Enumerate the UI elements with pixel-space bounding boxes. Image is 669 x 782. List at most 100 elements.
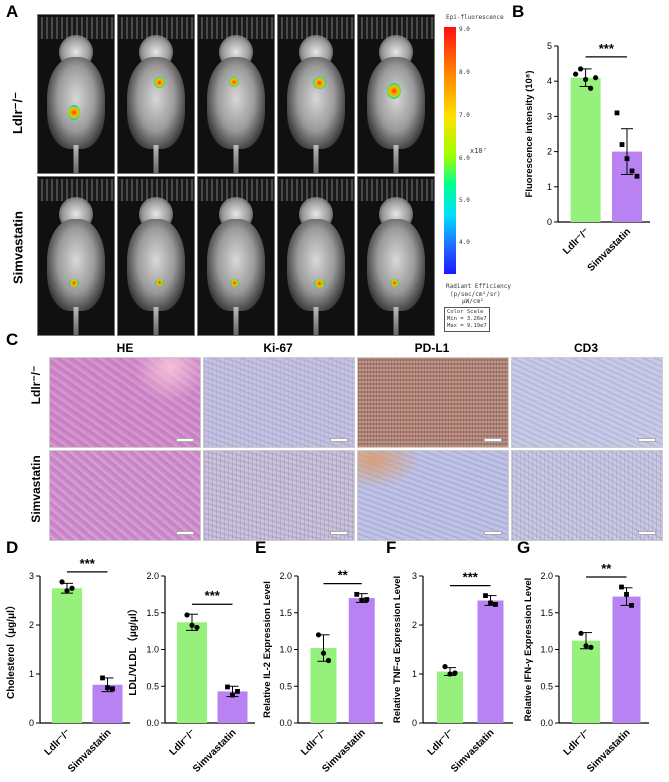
y-tick-label: 5: [547, 41, 552, 51]
x-tick-label: Simvastatin: [585, 727, 632, 774]
scale-bar: [484, 438, 502, 442]
imaging-rack: [358, 17, 434, 39]
color-scale-box: Color Scale Min = 3.26e7 Max = 9.19e7: [444, 307, 490, 332]
y-axis-label: Relative IFN-γ Expression Level: [523, 578, 534, 722]
y-axis-label: Relative TNF-α Expression Level: [392, 576, 403, 723]
mouse-body: [207, 57, 265, 149]
x-tick-label: Simvastatin: [586, 226, 633, 273]
panel-label-b: B: [512, 2, 525, 21]
imaging-rack: [278, 179, 354, 201]
data-point: [578, 66, 584, 72]
mouse-body: [367, 219, 425, 311]
significance-label: ***: [463, 570, 479, 585]
fluorescence-signal: [68, 105, 80, 120]
histology-image: [203, 450, 355, 541]
data-point: [583, 643, 589, 649]
data-point: [110, 686, 115, 692]
data-point: [320, 650, 327, 656]
imaging-rack: [198, 179, 274, 201]
colorbar-tick: 8.0: [459, 69, 470, 76]
mouse-body: [47, 57, 105, 149]
x-tick-label: Ldlr⁻/⁻: [426, 727, 457, 758]
mouse-image: [117, 14, 195, 174]
mouse-body: [367, 57, 425, 149]
y-tick-label: 1.0: [279, 645, 292, 655]
panel-label-c: C: [6, 330, 19, 349]
mouse-image: [357, 14, 435, 174]
fluorescence-signal: [387, 83, 401, 99]
panel-label-d: D: [6, 538, 19, 557]
colorbar-tick: 4.0: [459, 239, 470, 246]
fluorescence-signal: [154, 279, 164, 286]
significance-label: ***: [80, 556, 96, 571]
histology-image: [49, 357, 201, 448]
data-point: [325, 657, 332, 664]
y-tick-label: 0: [412, 718, 417, 728]
y-tick-label: 0.0: [146, 718, 159, 728]
data-point: [359, 597, 365, 603]
y-tick-label: 3: [412, 571, 417, 581]
data-point: [583, 76, 589, 83]
color-scale-title: Color Scale: [447, 309, 484, 315]
data-point: [69, 585, 75, 591]
colorbar-exponent: x10⁷: [470, 147, 487, 155]
chart-g-ifng: 0.0 0.5 1.0 1.5 2.0 Relative IFN-γ Expression…: [523, 561, 649, 775]
y-tick-label: 0.5: [146, 681, 159, 691]
fluorescence-signal: [69, 279, 79, 287]
chart-e-il2: 0.0 0.5 1.0 1.5 2.0 Relative IL-2 Expression …: [262, 568, 383, 775]
colorbar-tick: 9.0: [459, 26, 470, 33]
y-tick-label: 1.0: [540, 645, 553, 655]
scale-bar: [638, 438, 656, 442]
mouse-body: [127, 57, 185, 149]
color-scale-min: Min = 3.26e7: [447, 316, 487, 322]
data-point: [447, 671, 453, 677]
y-axis-label: LDL/VLDL（μg/μl）: [126, 603, 139, 695]
colorbar-tick: 6.0: [459, 155, 470, 162]
data-point: [194, 624, 200, 631]
data-point: [59, 579, 65, 585]
x-tick-label: Ldlr⁻/⁻: [299, 727, 330, 758]
y-tick-label: 2: [29, 620, 34, 630]
mouse-image: [197, 176, 275, 336]
y-tick-label: 1: [29, 669, 34, 679]
data-point: [619, 584, 624, 590]
x-tick-label: Simvastatin: [66, 727, 113, 774]
scale-bar: [330, 531, 348, 535]
data-point: [230, 692, 235, 698]
histology-col-cd3: CD3: [573, 341, 598, 355]
colorbar: [444, 27, 456, 274]
mouse-tail: [313, 145, 319, 173]
data-point: [588, 644, 594, 650]
fluorescence-signal: [312, 77, 326, 89]
bar: [612, 596, 641, 723]
x-tick-label: Ldlr⁻/⁻: [561, 226, 592, 257]
scale-bar: [176, 438, 194, 442]
colorbar-tick: 5.0: [459, 197, 470, 204]
histology-image: [203, 357, 355, 448]
mouse-tail: [393, 145, 399, 173]
fluorescence-signal: [229, 77, 239, 87]
data-point: [483, 593, 488, 598]
mouse-tail: [233, 145, 239, 173]
mouse-tail: [73, 145, 79, 173]
x-tick-label: Ldlr⁻/⁻: [562, 727, 593, 758]
radiant-efficiency-units2: μW/cm²: [462, 298, 484, 305]
mouse-body: [287, 57, 345, 149]
histology-image: [511, 450, 663, 541]
fluorescence-signal: [229, 279, 239, 287]
bar: [570, 77, 601, 223]
imaging-rack: [278, 17, 354, 39]
histology-col-he: HE: [116, 341, 134, 355]
y-tick-label: 4: [547, 76, 552, 86]
scale-bar: [330, 438, 348, 442]
data-point: [452, 670, 458, 676]
y-tick-label: 2: [412, 620, 417, 630]
y-tick-label: 1: [547, 182, 552, 192]
imaging-rack: [118, 17, 194, 39]
mouse-image: [277, 14, 355, 174]
histology-col-pdl1: PD-L1: [414, 341, 450, 355]
data-point: [315, 632, 322, 638]
bar: [477, 600, 504, 723]
y-axis-label: Fluorescence intensity (10⁸): [524, 71, 535, 198]
fluorescence-signal: [153, 77, 165, 88]
